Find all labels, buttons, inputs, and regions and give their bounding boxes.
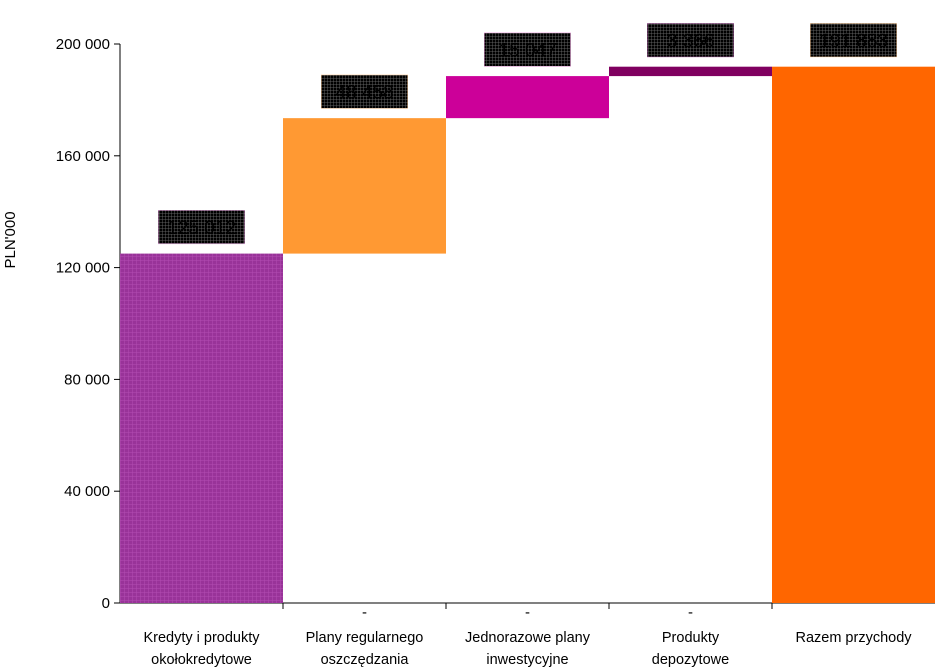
data-label: 3 366 (667, 31, 715, 52)
bar (446, 76, 609, 119)
axis-minor-mark: - (525, 604, 530, 621)
x-category-label: oszczędzania (321, 652, 410, 668)
y-tick-label: 40 000 (64, 483, 110, 500)
axis-minor-mark: - (362, 604, 367, 621)
data-label-texture (158, 210, 245, 244)
data-label-texture (810, 23, 897, 57)
x-category-label: Plany regularnego (306, 630, 424, 646)
x-category-label: Produkty (662, 630, 720, 646)
y-tick-label: 160 000 (56, 148, 110, 165)
x-category-label: Razem przychody (795, 630, 912, 646)
data-label-texture (321, 75, 408, 109)
data-label: 48 458 (335, 83, 393, 104)
bar (772, 66, 935, 603)
data-label-texture (647, 23, 734, 57)
data-label: 191 883 (819, 31, 888, 52)
x-category-label: Kredyty i produkty (143, 630, 260, 646)
bar (120, 253, 283, 603)
data-label: 15 047 (498, 41, 556, 62)
y-tick-label: 200 000 (56, 36, 110, 53)
x-category-label: okołokredytowe (151, 652, 252, 668)
x-category-label: inwestycyjne (486, 652, 568, 668)
bar (283, 118, 446, 254)
y-tick-label: 0 (102, 595, 110, 612)
x-category-label: Jednorazowe plany (465, 630, 591, 646)
x-category-label: depozytowe (652, 652, 729, 668)
axis-minor-mark: - (688, 604, 693, 621)
y-tick-label: 120 000 (56, 260, 110, 277)
data-label-texture (484, 33, 571, 67)
plot-area: 0 40 000 80 000 120 000 160 000 200 000 125 01… (56, 23, 935, 668)
bar (609, 66, 772, 77)
data-label: 125 012 (167, 218, 236, 239)
y-axis-title: PLN'000 (2, 211, 19, 268)
y-tick-label: 80 000 (64, 371, 110, 388)
